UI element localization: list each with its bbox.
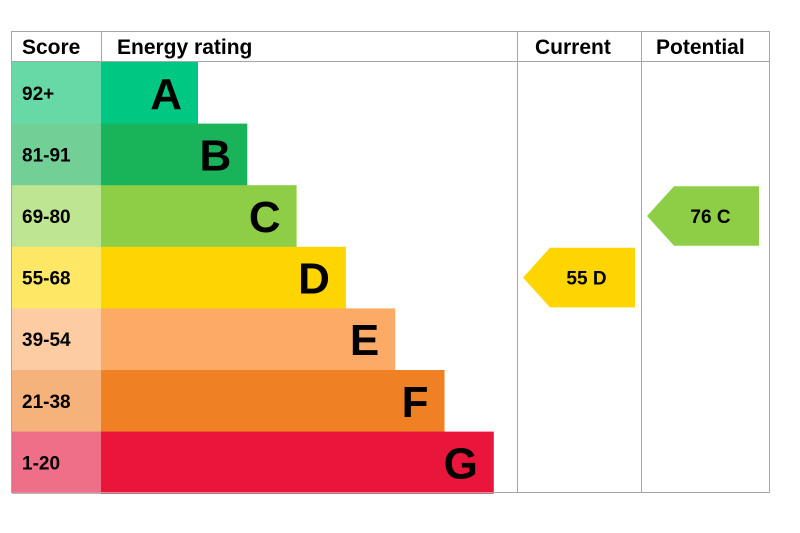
- score-cell-d: [12, 246, 101, 309]
- current-arrow: [523, 247, 635, 308]
- rating-arrows: 55 D 76 C: [523, 186, 759, 308]
- score-cell-c: [12, 185, 101, 248]
- score-label-f: 21-38: [22, 392, 71, 413]
- band-bar-e: [101, 308, 396, 371]
- score-label-c: 69-80: [22, 207, 71, 228]
- band-bar-c: [101, 185, 297, 248]
- score-cell-f: [12, 370, 101, 433]
- band-letter-c: C: [249, 193, 281, 242]
- score-cell-a: [12, 62, 101, 125]
- band-letter-a: A: [150, 70, 182, 119]
- score-label-d: 55-68: [22, 269, 71, 290]
- band-letter-d: D: [298, 255, 330, 304]
- potential-arrow: [647, 186, 759, 246]
- band-bar-d: [101, 246, 346, 309]
- band-bar-g: [101, 431, 494, 494]
- band-letter-f: F: [402, 378, 429, 427]
- score-label-a: 92+: [22, 84, 54, 105]
- header-current: Current: [535, 36, 611, 59]
- score-cell-g: [12, 431, 101, 494]
- score-cell-e: [12, 308, 101, 371]
- score-label-g: 1-20: [22, 453, 60, 474]
- header-score: Score: [22, 36, 80, 59]
- table-headers: Score Energy rating Current Potential: [22, 36, 745, 59]
- band-bar-a: [101, 62, 198, 125]
- score-cell-b: [12, 123, 101, 186]
- table-border: [11, 31, 770, 493]
- band-bar-f: [101, 370, 445, 433]
- band-bar-b: [101, 123, 248, 186]
- rating-bands: 92+ A 81-91 B 69-80 C 55-68 D 39-54 E 21-38 F 1-20 G: [12, 62, 494, 494]
- header-energy-rating: Energy rating: [117, 36, 252, 59]
- potential-rating-label: 76 C: [690, 207, 730, 228]
- current-rating-label: 55 D: [566, 269, 606, 290]
- band-letter-e: E: [350, 316, 379, 365]
- header-potential: Potential: [656, 36, 745, 59]
- score-label-e: 39-54: [22, 330, 71, 351]
- table-grid: [11, 31, 770, 493]
- band-letter-b: B: [200, 131, 232, 180]
- band-letter-g: G: [444, 439, 478, 488]
- score-label-b: 81-91: [22, 145, 71, 166]
